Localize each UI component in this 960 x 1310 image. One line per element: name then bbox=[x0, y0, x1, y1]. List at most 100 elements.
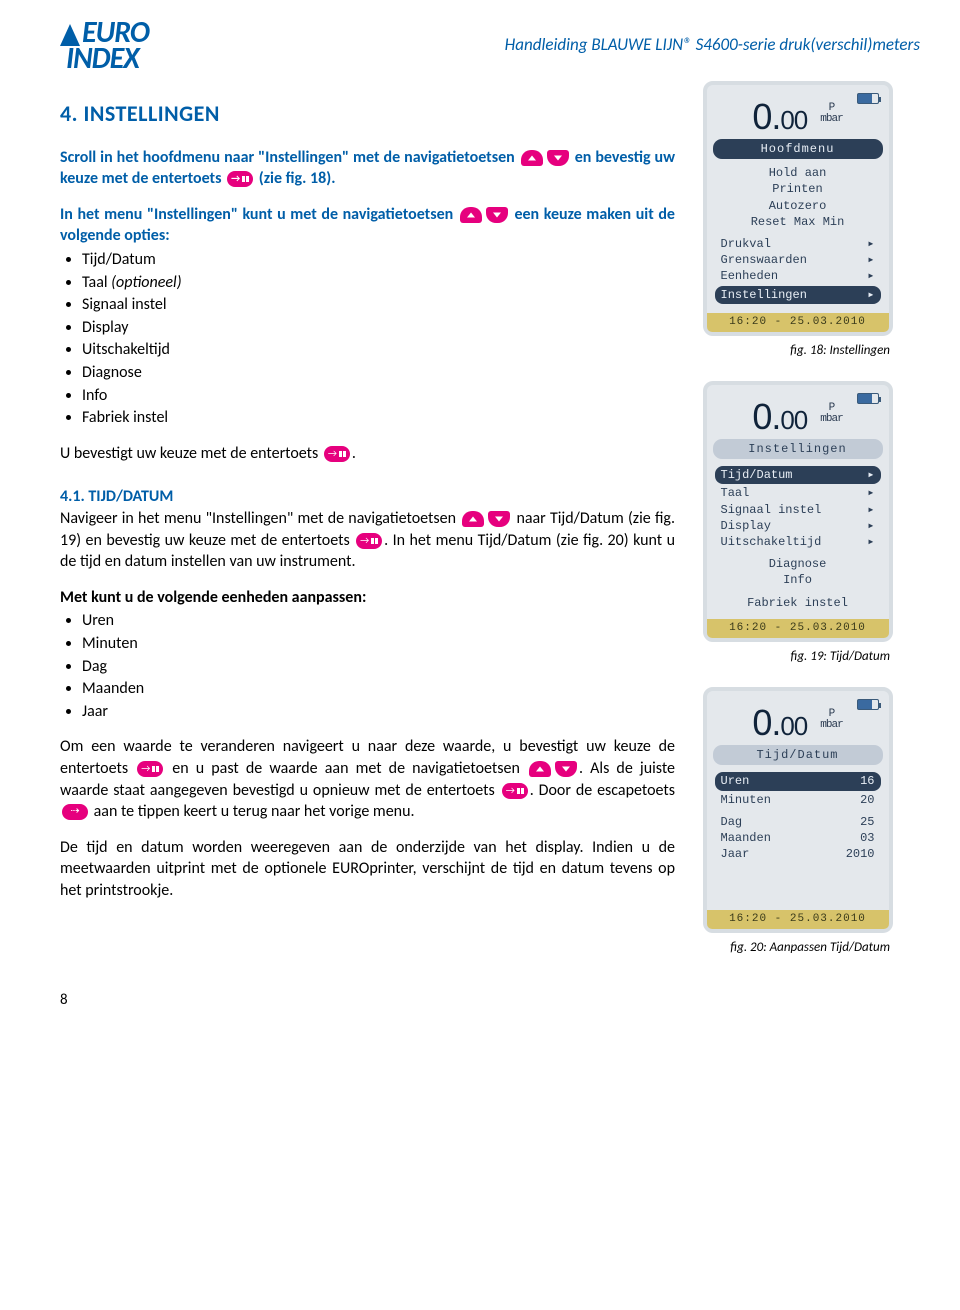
nav-up-key-icon bbox=[462, 511, 484, 527]
list-item: Jaar bbox=[82, 701, 675, 723]
change-value-paragraph: Om een waarde te veranderen navigeert u … bbox=[60, 736, 675, 822]
submenu-arrow-icon: ▸ bbox=[867, 287, 874, 303]
menu-item: Display▸ bbox=[721, 518, 875, 534]
list-item: Signaal instel bbox=[82, 294, 675, 316]
menu-item-group: Tijd/Datum▸ Taal▸ Signaal instel▸ Displa… bbox=[713, 463, 883, 615]
list-item: Diagnose bbox=[82, 362, 675, 384]
menu-item: Signaal instel▸ bbox=[721, 502, 875, 518]
menu-options-list: Tijd/Datum Taal (optioneel) Signaal inst… bbox=[82, 249, 675, 429]
menu-item: Reset Max Min bbox=[721, 214, 875, 230]
section-heading: 4. INSTELLINGEN bbox=[60, 99, 675, 129]
menu-title-bar: Hoofdmenu bbox=[713, 139, 883, 159]
escape-key-icon bbox=[62, 804, 88, 820]
menu-item: Hold aan bbox=[721, 165, 875, 181]
menu-item: Dag25 bbox=[721, 814, 875, 830]
text-fragment: Scroll in het hoofdmenu naar "Instelling… bbox=[60, 148, 515, 167]
document-title: Handleiding BLAUWE LIJN® S4600-serie dru… bbox=[505, 34, 920, 57]
device-screenshot-fig18: 0.00 Pmbar Hoofdmenu Hold aan Printen Au… bbox=[703, 81, 893, 336]
menu-item: Drukval▸ bbox=[721, 236, 875, 252]
list-item: Minuten bbox=[82, 633, 675, 655]
submenu-arrow-icon: ▸ bbox=[867, 467, 874, 483]
enter-key-icon bbox=[356, 533, 382, 549]
intro-paragraph-1: Scroll in het hoofdmenu naar "Instelling… bbox=[60, 147, 675, 190]
subsection-paragraph: 4.1. TIJD/DATUM Navigeer in het menu "In… bbox=[60, 486, 675, 572]
page-number: 8 bbox=[60, 990, 68, 1010]
list-item: Maanden bbox=[82, 678, 675, 700]
brand-logo: EURO INDEX bbox=[60, 20, 149, 71]
list-item: Uren bbox=[82, 610, 675, 632]
menu-item: Grenswaarden▸ bbox=[721, 252, 875, 268]
nav-up-key-icon bbox=[529, 761, 551, 777]
menu-item: Info bbox=[721, 572, 875, 588]
enter-key-icon bbox=[324, 446, 350, 462]
figures-column: 0.00 Pmbar Hoofdmenu Hold aan Printen Au… bbox=[695, 81, 900, 979]
text-fragment: In het menu "Instellingen" kunt u met de… bbox=[60, 205, 453, 224]
submenu-arrow-icon: ▸ bbox=[867, 502, 874, 518]
menu-item-group: Hold aan Printen Autozero Reset Max Min … bbox=[713, 163, 883, 309]
figure-caption: fig. 18: Instellingen bbox=[695, 342, 890, 360]
enter-key-icon bbox=[502, 783, 528, 799]
nav-down-key-icon bbox=[488, 511, 510, 527]
menu-item: Printen bbox=[721, 181, 875, 197]
nav-down-key-icon bbox=[486, 207, 508, 223]
units-list: Uren Minuten Dag Maanden Jaar bbox=[82, 610, 675, 722]
list-item: Taal (optioneel) bbox=[82, 272, 675, 294]
menu-item: Maanden03 bbox=[721, 830, 875, 846]
text-fragment: Navigeer in het menu "Instellingen" met … bbox=[60, 509, 456, 528]
menu-item-selected: Tijd/Datum▸ bbox=[715, 466, 881, 484]
list-item: Uitschakeltijd bbox=[82, 339, 675, 361]
battery-icon bbox=[857, 393, 879, 404]
nav-up-key-icon bbox=[460, 207, 482, 223]
main-text-column: 4. INSTELLINGEN Scroll in het hoofdmenu … bbox=[60, 81, 675, 979]
text-fragment: en u past de waarde aan met de navigatie… bbox=[172, 759, 520, 778]
menu-item: Taal▸ bbox=[721, 485, 875, 501]
menu-item: Fabriek instel bbox=[721, 595, 875, 611]
confirm-paragraph: U bevestigt uw keuze met de entertoets . bbox=[60, 443, 675, 465]
subsection-heading: 4.1. TIJD/DATUM bbox=[60, 487, 173, 506]
menu-item: Eenheden▸ bbox=[721, 268, 875, 284]
figure-caption: fig. 19: Tijd/Datum bbox=[695, 648, 890, 666]
submenu-arrow-icon: ▸ bbox=[867, 534, 874, 550]
two-column-layout: 4. INSTELLINGEN Scroll in het hoofdmenu … bbox=[60, 81, 920, 979]
menu-item: Diagnose bbox=[721, 556, 875, 572]
text-fragment: (zie fig. 18). bbox=[259, 169, 336, 188]
submenu-arrow-icon: ▸ bbox=[867, 485, 874, 501]
menu-item-selected: Uren16 bbox=[715, 772, 881, 790]
units-heading: Met kunt u de volgende eenheden aanpasse… bbox=[60, 587, 675, 609]
list-item: Display bbox=[82, 317, 675, 339]
submenu-arrow-icon: ▸ bbox=[867, 252, 874, 268]
figure-caption: fig. 20: Aanpassen Tijd/Datum bbox=[695, 939, 890, 957]
battery-icon bbox=[857, 699, 879, 710]
device-footer: 16:20 - 25.03.2010 bbox=[707, 313, 889, 332]
enter-key-icon bbox=[137, 761, 163, 777]
menu-title-bar: Instellingen bbox=[713, 439, 883, 459]
nav-down-key-icon bbox=[555, 761, 577, 777]
nav-up-key-icon bbox=[521, 150, 543, 166]
page-header-row: EURO INDEX Handleiding BLAUWE LIJN® S460… bbox=[60, 20, 920, 71]
text-fragment: U bevestigt uw keuze met de entertoets bbox=[60, 444, 318, 463]
submenu-arrow-icon: ▸ bbox=[867, 518, 874, 534]
enter-key-icon bbox=[227, 171, 253, 187]
battery-icon bbox=[857, 93, 879, 104]
submenu-arrow-icon: ▸ bbox=[867, 236, 874, 252]
logo-line2: INDEX bbox=[66, 40, 139, 77]
list-item: Dag bbox=[82, 656, 675, 678]
menu-item: Uitschakeltijd▸ bbox=[721, 534, 875, 550]
footer-paragraph: De tijd en datum worden weeregeven aan d… bbox=[60, 837, 675, 902]
text-fragment: . Door de escapetoets bbox=[530, 781, 675, 800]
optional-note: (optioneel) bbox=[111, 273, 181, 292]
list-item: Fabriek instel bbox=[82, 407, 675, 429]
text-fragment: aan te tippen keert u terug naar het vor… bbox=[94, 802, 415, 821]
submenu-arrow-icon: ▸ bbox=[867, 268, 874, 284]
intro-paragraph-2: In het menu "Instellingen" kunt u met de… bbox=[60, 204, 675, 247]
nav-down-key-icon bbox=[547, 150, 569, 166]
device-footer: 16:20 - 25.03.2010 bbox=[707, 910, 889, 929]
device-screenshot-fig19: 0.00 Pmbar Instellingen Tijd/Datum▸ Taal… bbox=[703, 381, 893, 642]
menu-item-selected: Instellingen▸ bbox=[715, 286, 881, 304]
menu-item: Jaar2010 bbox=[721, 846, 875, 862]
device-footer: 16:20 - 25.03.2010 bbox=[707, 619, 889, 638]
menu-item: Minuten20 bbox=[721, 792, 875, 808]
menu-title-bar: Tijd/Datum bbox=[713, 745, 883, 765]
list-item: Info bbox=[82, 385, 675, 407]
manual-page: EURO INDEX Handleiding BLAUWE LIJN® S460… bbox=[0, 0, 960, 1019]
